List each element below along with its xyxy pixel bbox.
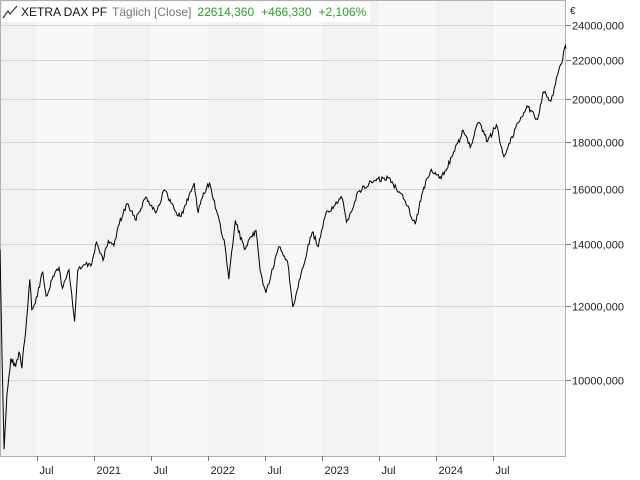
x-tick-label: Jul: [382, 465, 396, 477]
y-axis: 10000,000 12000,000 14000,000 16000,000 1800…: [566, 21, 624, 388]
x-tick-label: 2023: [325, 465, 349, 477]
horizontal-gridlines: [0, 25, 566, 381]
chart-legend: XETRA DAX PF Täglich [Close] 22614,360 +…: [2, 2, 371, 22]
period-bands: [0, 0, 566, 456]
x-tick-label: 2022: [211, 465, 235, 477]
y-tick-label: 20000,000: [572, 95, 624, 107]
period-band: [436, 0, 493, 456]
y-tick-label: 10000,000: [572, 376, 624, 388]
period-band: [94, 0, 151, 456]
x-tick-label: 2024: [439, 465, 463, 477]
y-tick-label: 18000,000: [572, 138, 624, 150]
last-price: 22614,360: [197, 5, 255, 19]
y-tick-label: 12000,000: [572, 302, 624, 314]
x-tick-label: Jul: [40, 465, 54, 477]
period-band: [322, 0, 379, 456]
line-chart-icon: [2, 5, 18, 19]
x-tick-label: Jul: [496, 465, 510, 477]
period-band: [378, 0, 437, 456]
series-line-dax: [0, 43, 567, 450]
period-band: [0, 0, 37, 456]
y-tick-label: 14000,000: [572, 240, 624, 252]
interval-mode: Täglich [Close]: [112, 5, 192, 19]
y-tick-label: 22000,000: [572, 56, 624, 68]
x-tick-label: Jul: [268, 465, 282, 477]
period-band: [492, 0, 566, 456]
period-band: [36, 0, 95, 456]
change-percent: +2,106%: [318, 5, 367, 19]
y-axis-unit: €: [570, 6, 576, 17]
plot-frame: [0, 0, 566, 457]
period-band: [208, 0, 265, 456]
period-band: [264, 0, 323, 456]
instrument-name: XETRA DAX PF: [21, 5, 108, 19]
y-tick-label: 24000,000: [572, 21, 624, 33]
period-band: [150, 0, 209, 456]
x-tick-label: 2021: [97, 465, 121, 477]
change-absolute: +466,330: [261, 5, 312, 19]
x-axis: Jul 2021 Jul 2022 Jul 2023 Jul 2024 Jul: [37, 456, 510, 477]
x-tick-label: Jul: [154, 465, 168, 477]
y-tick-label: 16000,000: [572, 185, 624, 197]
